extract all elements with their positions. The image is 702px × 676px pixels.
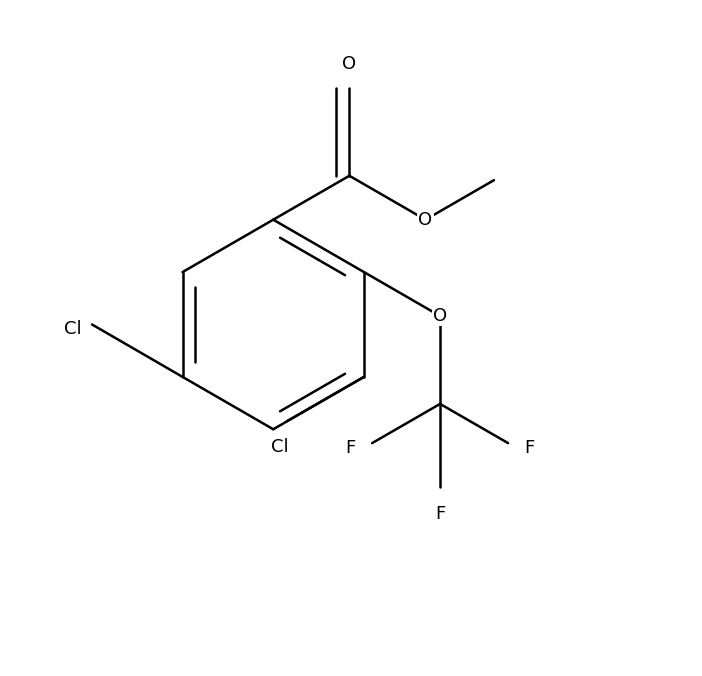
- Text: F: F: [435, 505, 445, 523]
- Text: O: O: [418, 211, 432, 228]
- Text: Cl: Cl: [272, 438, 289, 456]
- Text: O: O: [433, 307, 447, 325]
- Text: F: F: [345, 439, 356, 457]
- Text: F: F: [524, 439, 535, 457]
- Text: O: O: [343, 55, 357, 73]
- Text: Cl: Cl: [65, 320, 82, 337]
